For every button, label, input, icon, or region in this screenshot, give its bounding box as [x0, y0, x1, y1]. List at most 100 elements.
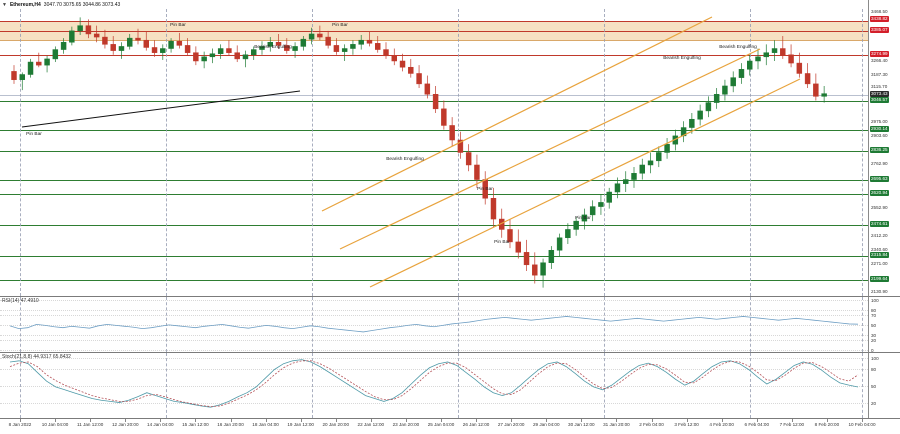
- chevron-down-icon[interactable]: ▼: [2, 1, 7, 8]
- grid-line-vertical: [604, 297, 605, 352]
- date-tick: [511, 419, 513, 422]
- candle: [375, 43, 381, 50]
- candle: [730, 77, 736, 87]
- candle: [722, 85, 728, 95]
- rsi-axis: 100 80 70 50 30 20 0: [868, 296, 900, 353]
- date-axis[interactable]: 8 Jan 2022 10 Jan 04:00 11 Jan 12:00 12 Jan…: [0, 418, 900, 434]
- date-tick: [721, 419, 723, 422]
- candle: [647, 160, 654, 166]
- stoch-axis: 100 80 50 20: [868, 352, 900, 418]
- candle: [325, 36, 331, 46]
- date-tick: [90, 419, 92, 422]
- rsi-tick-label: 0: [871, 348, 874, 353]
- price-level-line: [0, 225, 868, 226]
- grid-line-vertical: [750, 353, 751, 418]
- price-axis[interactable]: 3468.503327.803266.403187.303115.702975.…: [868, 0, 900, 296]
- rsi-tick-label: 20: [871, 338, 877, 343]
- stoch-grid-line: [0, 386, 868, 387]
- price-tick-label: 3468.50: [871, 9, 888, 14]
- candle: [308, 33, 315, 40]
- stoch-signal-line: [9, 360, 859, 408]
- grid-line-vertical: [312, 297, 313, 352]
- price-tag: 2836.25: [870, 147, 889, 153]
- date-tick: [195, 419, 197, 422]
- resistance-zone-band: [0, 21, 868, 40]
- candle: [581, 214, 588, 222]
- candle: [689, 118, 695, 128]
- rsi-line: [9, 316, 859, 333]
- rsi-grid-line: [0, 310, 868, 311]
- stoch-pane[interactable]: Stoch(21,8,8) 44.9317 65.8432: [0, 352, 868, 418]
- candle: [515, 241, 521, 253]
- candle: [102, 36, 108, 45]
- candle: [631, 173, 637, 180]
- candle: [151, 47, 158, 53]
- channel-upper: [321, 16, 713, 212]
- price-level-line: [0, 21, 868, 22]
- candle: [697, 110, 703, 120]
- candle: [201, 56, 207, 62]
- price-level-line: [0, 194, 868, 195]
- stoch-grid-line: [0, 402, 868, 404]
- price-tick-label: 2552.90: [871, 205, 888, 210]
- ohlc-values: 3047.70 3075.65 3044.86 3073.43: [43, 1, 121, 8]
- price-pane[interactable]: Pin Bar Pin Bar Bearish Engulfing Bearish E…: [0, 9, 868, 306]
- grid-line-vertical: [862, 353, 863, 418]
- rsi-pane[interactable]: RSI(14) 47.4910: [0, 296, 868, 352]
- candle: [350, 44, 356, 49]
- date-tick: [616, 419, 618, 422]
- date-label: 6 Feb 04:00: [744, 422, 770, 427]
- candle: [317, 33, 323, 38]
- rsi-tick-label: 30: [871, 333, 877, 338]
- price-tag: 2315.84: [870, 252, 889, 258]
- date-tick: [791, 419, 793, 422]
- candle: [523, 252, 530, 266]
- candle: [242, 54, 249, 60]
- candle: [449, 125, 455, 141]
- date-label: 16 Jan 20:00: [217, 422, 244, 427]
- date-tick: [546, 419, 548, 422]
- date-label: 22 Jan 12:00: [357, 422, 385, 427]
- candle: [292, 46, 298, 51]
- candle: [796, 62, 803, 74]
- candle: [143, 39, 149, 48]
- candle: [771, 48, 778, 53]
- price-tag: 3385.07: [870, 27, 889, 33]
- rsi-line-canvas: [9, 316, 859, 333]
- grid-line-vertical: [604, 9, 605, 296]
- date-tick: [160, 419, 162, 422]
- date-label: 2 Feb 04:00: [639, 422, 664, 427]
- date-label: 30 Jan 12:00: [568, 422, 595, 427]
- date-tick: [405, 419, 407, 422]
- candle: [457, 139, 464, 153]
- pattern-annotation: Bearish Engulfing: [254, 45, 292, 50]
- price-tick-label: 2975.00: [871, 119, 888, 124]
- candlestick-canvas: [11, 16, 827, 288]
- candle: [184, 45, 191, 53]
- grid-line-vertical: [166, 297, 167, 352]
- date-label: 3 Feb 12:00: [674, 422, 699, 427]
- symbol-label: Ethereum,H4: [9, 1, 41, 8]
- candle: [160, 48, 166, 53]
- candle: [11, 71, 17, 80]
- date-tick: [651, 419, 653, 422]
- grid-line-vertical: [312, 353, 313, 418]
- candle: [176, 40, 183, 46]
- rsi-grid-line: [0, 340, 868, 341]
- pattern-annotation: Bearish Engulfing: [386, 157, 424, 162]
- price-tick-label: 2271.00: [871, 261, 888, 266]
- date-label: 11 Jan 12:00: [77, 422, 104, 427]
- rsi-grid-line: [0, 325, 868, 326]
- pattern-annotation: Bearish Engulfing: [719, 45, 757, 50]
- grid-line-vertical: [750, 297, 751, 352]
- pattern-annotation: Pin Bar: [26, 132, 42, 137]
- candle: [416, 73, 422, 85]
- price-tick-label: 2130.90: [871, 289, 888, 294]
- date-tick: [55, 419, 57, 422]
- candle: [69, 30, 75, 43]
- date-label: 27 Jan 20:00: [497, 422, 525, 427]
- candle: [424, 83, 431, 95]
- candle: [441, 108, 447, 126]
- candle: [813, 83, 819, 97]
- grid-line-vertical: [458, 353, 459, 418]
